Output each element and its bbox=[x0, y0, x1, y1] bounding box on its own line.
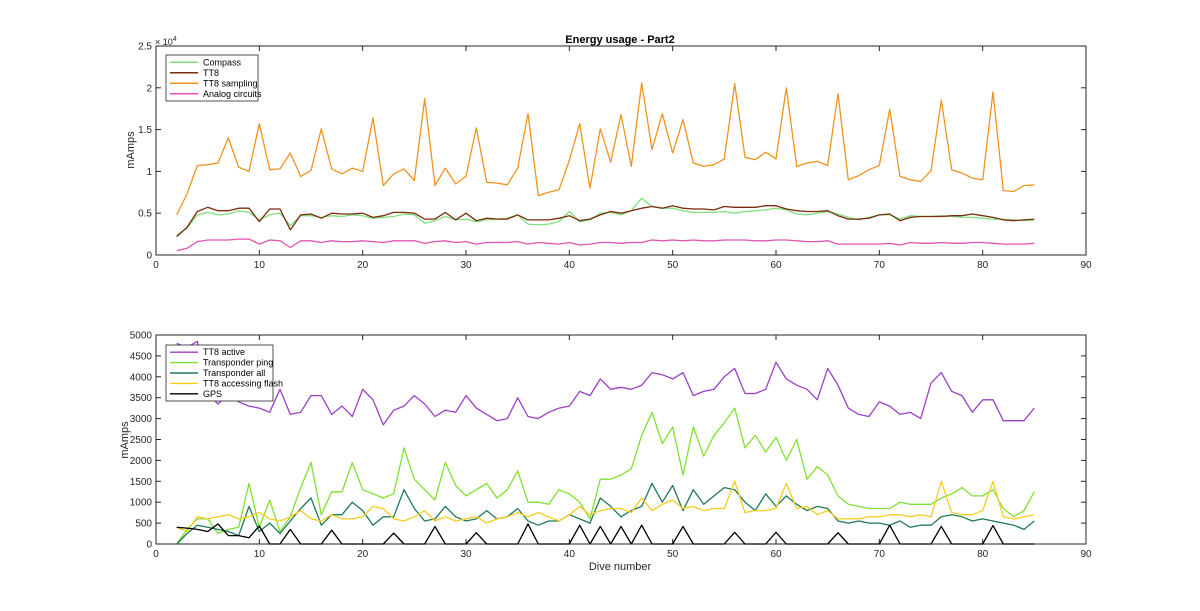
legend-entry-label: TT8 sampling bbox=[203, 78, 258, 88]
series-line-tt8-active bbox=[176, 340, 1035, 426]
x-tick-label: 50 bbox=[667, 549, 679, 560]
x-tick-label: 50 bbox=[667, 260, 679, 271]
y-tick-label: 3000 bbox=[130, 414, 153, 425]
x-tick-label: 70 bbox=[874, 260, 886, 271]
x-tick-label: 70 bbox=[874, 549, 886, 560]
y-tick-label: 5000 bbox=[130, 331, 153, 342]
axes-box bbox=[155, 45, 1087, 256]
x-tick-label: 60 bbox=[770, 549, 782, 560]
legend-entry-label: TT8 active bbox=[203, 347, 245, 357]
legend-entry-label: TT8 accessing flash bbox=[203, 378, 283, 388]
bottom-chart-panel: mAmps Dive number 0 10 20 30 40 50 60 70 80 90 0 50… bbox=[119, 331, 1092, 574]
y-tick-label: 0 bbox=[146, 540, 152, 551]
series-line-transponder-ping bbox=[176, 407, 1035, 545]
x-tick-label: 80 bbox=[977, 260, 989, 271]
y-tick-label: 2500 bbox=[130, 435, 153, 446]
y-tick-label: 0.5 bbox=[138, 209, 152, 220]
y-tick-label: 1 bbox=[146, 167, 152, 178]
y-tick-label: 1500 bbox=[130, 477, 153, 488]
x-tick-label: 10 bbox=[254, 260, 266, 271]
x-tick-label: 90 bbox=[1080, 549, 1092, 560]
legend-entry-label: Transponder all bbox=[203, 368, 265, 378]
y-tick-label: 1000 bbox=[130, 498, 153, 509]
top-chart-panel: Energy usage - Part2 × 104 mAmps 0 10 20 30… bbox=[125, 34, 1092, 271]
series-line-tt8-sampling bbox=[176, 82, 1035, 216]
legend-entry-label: Compass bbox=[203, 57, 242, 67]
y-tick-label: 2.5 bbox=[138, 42, 152, 53]
chart-title: Energy usage - Part2 bbox=[565, 34, 674, 46]
x-tick-label: 10 bbox=[254, 549, 266, 560]
x-tick-label: 80 bbox=[977, 549, 989, 560]
bottom-plot-area: 0 10 20 30 40 50 60 70 80 90 0 500 1000 1500 2000 2500 3… bbox=[130, 331, 1092, 561]
x-axis-label: Dive number bbox=[589, 561, 652, 573]
y-tick-label: 3500 bbox=[130, 393, 153, 404]
y-tick-label: 4000 bbox=[130, 372, 153, 383]
series-line-analog-circuits bbox=[176, 238, 1035, 252]
x-tick-label: 0 bbox=[153, 549, 159, 560]
x-tick-label: 20 bbox=[357, 549, 369, 560]
y-tick-label: 0 bbox=[146, 251, 152, 262]
legend-entry-label: Analog circuits bbox=[203, 89, 262, 99]
x-tick-label: 30 bbox=[460, 260, 472, 271]
y-tick-label: 2 bbox=[146, 83, 152, 94]
x-tick-label: 30 bbox=[460, 549, 472, 560]
x-tick-label: 40 bbox=[564, 549, 576, 560]
y-tick-label: 2000 bbox=[130, 456, 153, 467]
top-plot-area: 0 10 20 30 40 50 60 70 80 9000.511.522.5CompassTT… bbox=[138, 42, 1092, 272]
y-axis-label: mAmps bbox=[125, 131, 137, 169]
legend-entry-label: GPS bbox=[203, 389, 222, 399]
y-tick-label: 500 bbox=[135, 519, 152, 530]
legend-entry-label: Transponder ping bbox=[203, 358, 273, 368]
x-tick-label: 60 bbox=[770, 260, 782, 271]
x-tick-label: 20 bbox=[357, 260, 369, 271]
series-line-tt8-accessing-flash bbox=[176, 480, 1035, 533]
y-tick-label: 1.5 bbox=[138, 125, 152, 136]
x-tick-label: 40 bbox=[564, 260, 576, 271]
y-tick-label: 4500 bbox=[130, 351, 153, 362]
series-line-tt8 bbox=[176, 205, 1035, 238]
y-axis-label: mAmps bbox=[119, 421, 131, 459]
x-tick-label: 0 bbox=[153, 260, 159, 271]
y-exponent-label: × 104 bbox=[155, 36, 177, 47]
series-line-gps bbox=[176, 523, 1035, 545]
legend-entry-label: TT8 bbox=[203, 68, 219, 78]
x-tick-label: 90 bbox=[1080, 260, 1092, 271]
